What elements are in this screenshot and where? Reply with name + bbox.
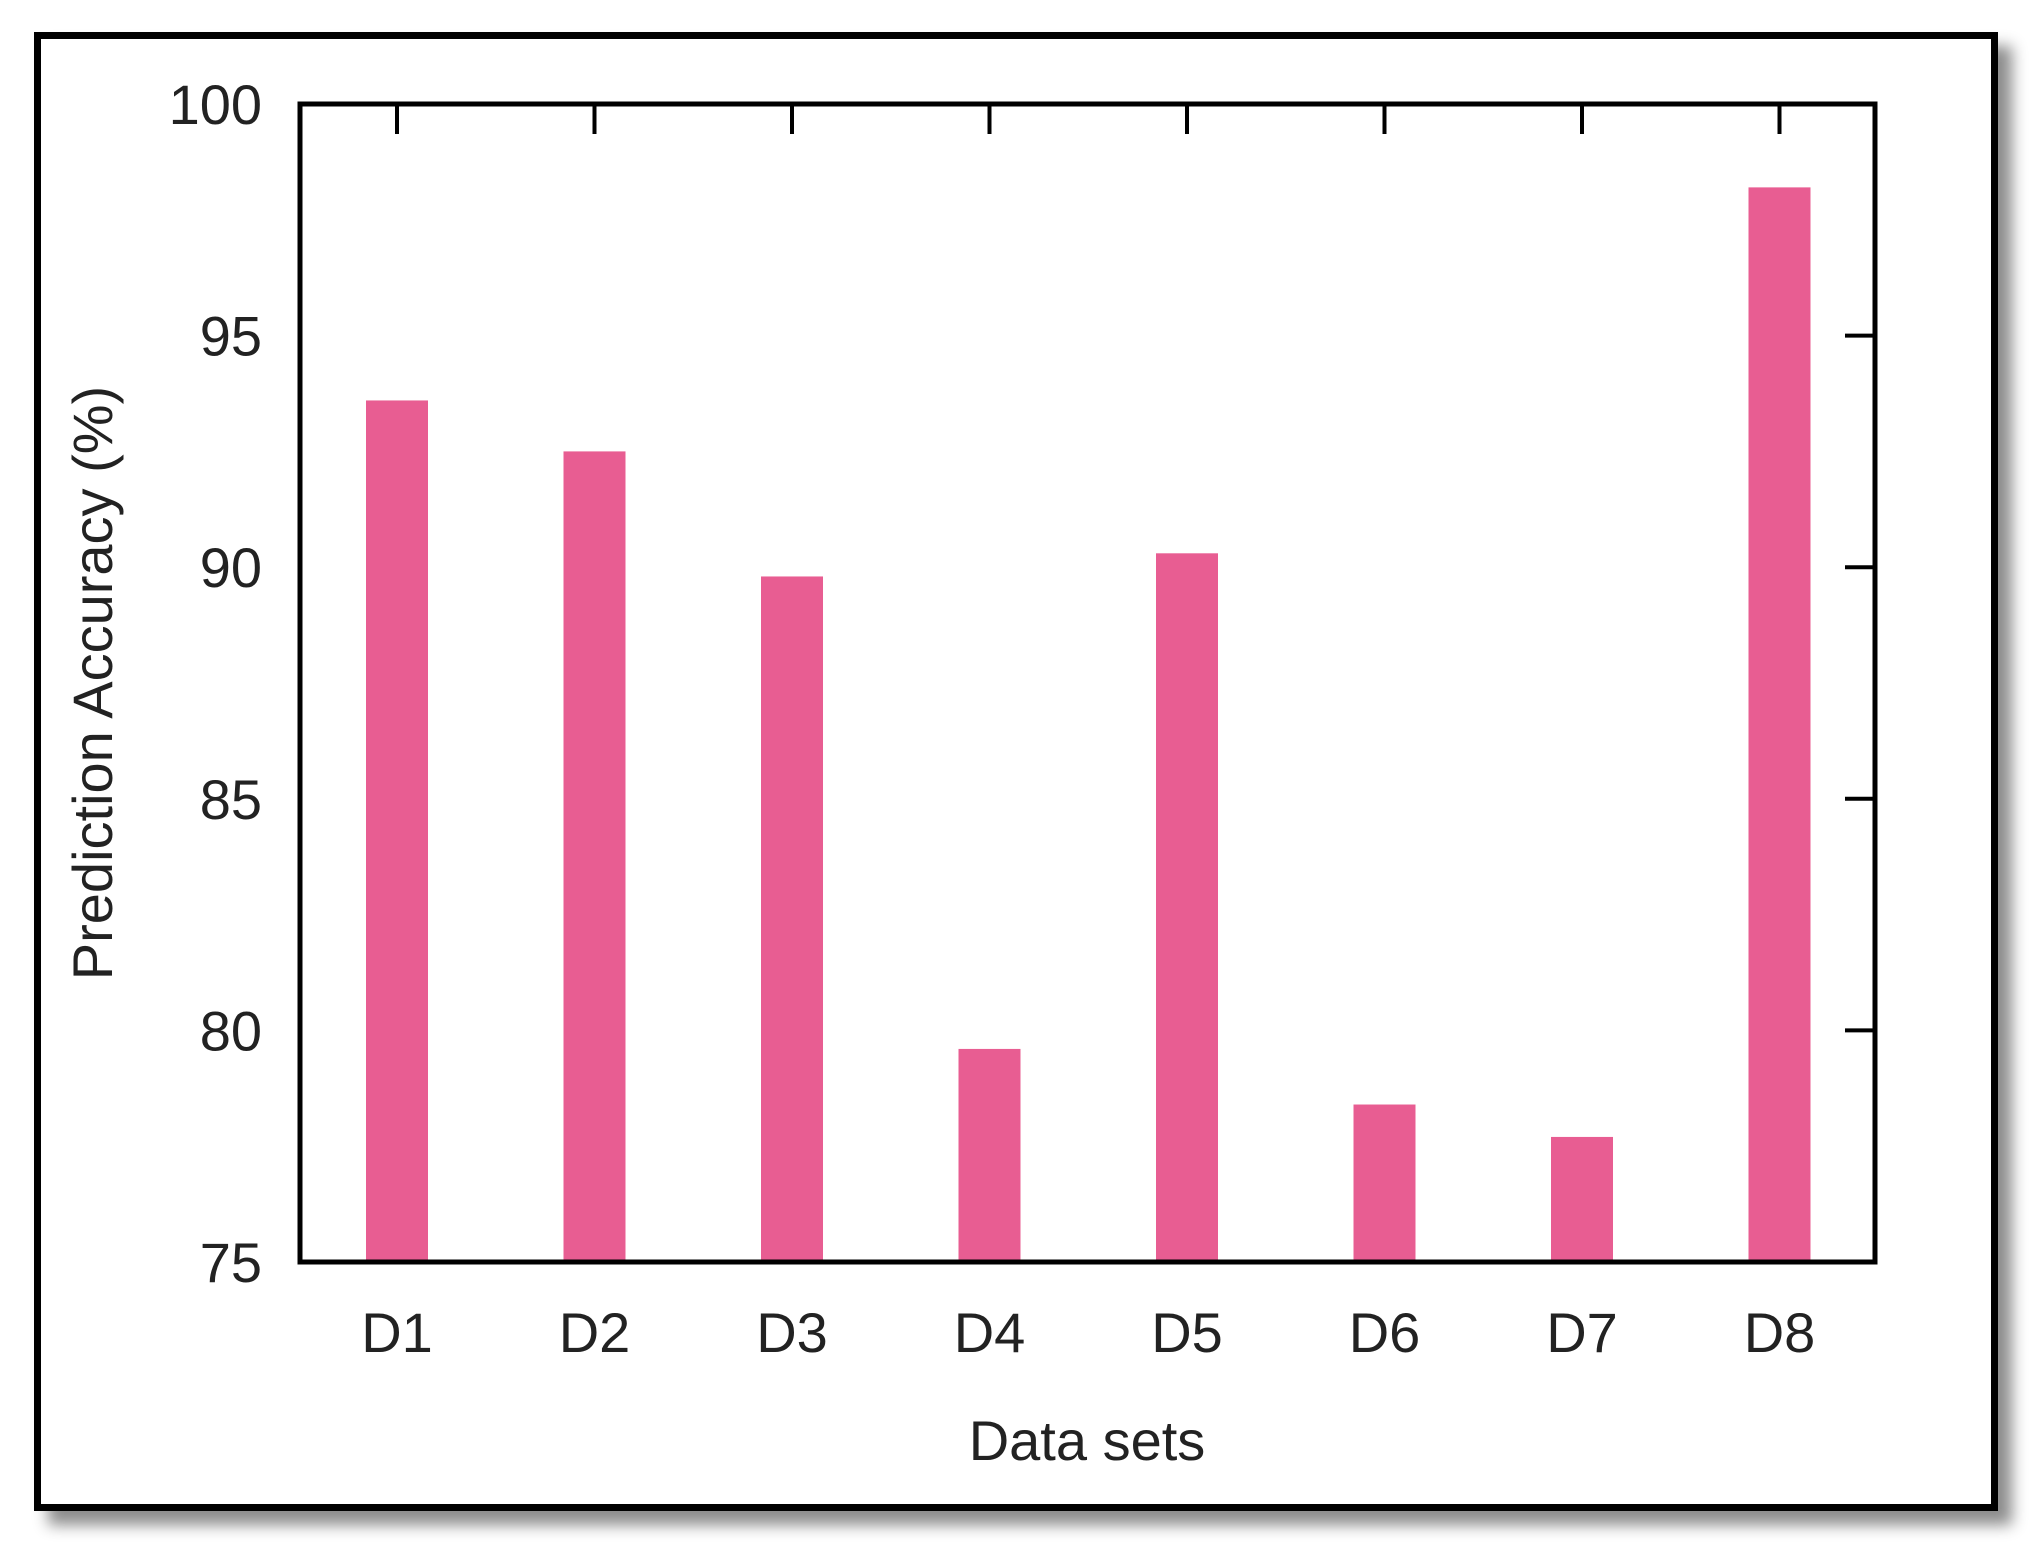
x-tick-label-d6: D6 — [1349, 1301, 1421, 1364]
y-tick-labels: 75 80 85 90 95 100 — [169, 73, 262, 1294]
y-tick-label-85: 85 — [200, 768, 262, 831]
y-tick-label-90: 90 — [200, 536, 262, 599]
x-tick-label-d7: D7 — [1546, 1301, 1618, 1364]
bars-group — [366, 187, 1811, 1263]
x-tick-label-d1: D1 — [361, 1301, 433, 1364]
bar-d5 — [1156, 553, 1218, 1262]
x-tick-label-d3: D3 — [756, 1301, 828, 1364]
x-tick-label-d4: D4 — [954, 1301, 1026, 1364]
x-tick-label-d2: D2 — [559, 1301, 631, 1364]
bar-d4 — [958, 1048, 1021, 1262]
x-tick-labels: D1 D2 D3 D4 D5 D6 D7 D8 — [361, 1301, 1815, 1364]
y-tick-label-75: 75 — [200, 1231, 262, 1294]
bar-d8 — [1748, 187, 1811, 1263]
y-tick-label-100: 100 — [169, 73, 262, 136]
y-axis-label: Prediction Accuracy (%) — [61, 386, 124, 980]
y-tick-label-95: 95 — [200, 305, 262, 368]
plot-area-border — [297, 101, 1878, 1265]
y-tick-label-80: 80 — [200, 999, 262, 1062]
bar-d3 — [761, 576, 823, 1262]
x-axis-label: Data sets — [969, 1409, 1206, 1472]
bar-d1 — [366, 400, 428, 1262]
bar-d6 — [1353, 1104, 1416, 1262]
x-tick-label-d5: D5 — [1151, 1301, 1223, 1364]
bar-d2 — [563, 451, 626, 1262]
x-tick-label-d8: D8 — [1744, 1301, 1816, 1364]
bar-d7 — [1551, 1136, 1613, 1262]
